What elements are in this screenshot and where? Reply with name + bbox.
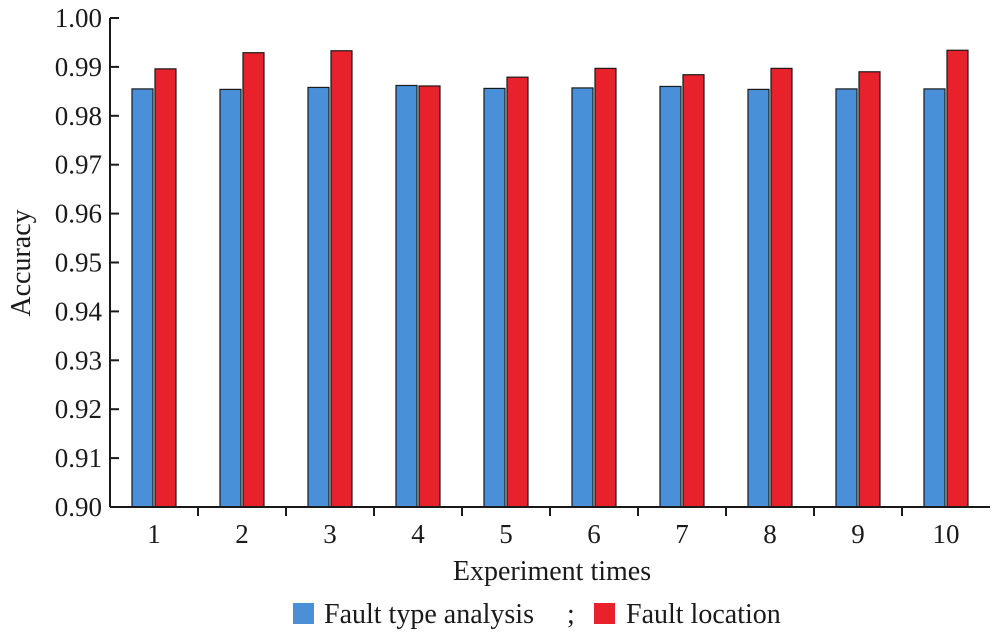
x-tick-label: 5 [499,519,513,549]
legend: Fault type analysis ; Fault location [293,599,781,630]
x-tick-label: 2 [235,519,249,549]
x-tick-label: 7 [675,519,689,549]
bar-fault-type-analysis [131,88,154,508]
y-tick-label: 1.00 [55,3,102,33]
bar-fault-location [154,68,177,508]
bar-fault-location [946,49,969,508]
bar-fault-type-analysis [219,88,242,508]
bar-fault-type-analysis [835,88,858,508]
legend-swatch-fault-type [293,603,314,624]
bar-fault-type-analysis [483,87,506,508]
bar-fault-location [682,74,705,508]
bar-fault-location [242,52,265,508]
legend-label-fault-type: Fault type analysis [324,599,534,630]
y-ticks-group: 0.90 0.91 0.92 0.93 0.94 0.95 0.96 0.97 0.98 0.99… [55,3,119,522]
y-tick-label: 0.98 [55,101,102,131]
bar-fault-location [594,67,617,508]
legend-label-fault-location: Fault location [626,599,781,630]
bar-fault-type-analysis [923,88,946,508]
y-tick-label: 0.91 [55,443,102,473]
bar-fault-type-analysis [571,87,594,508]
legend-swatch-fault-location [594,603,615,624]
x-tick-label: 8 [763,519,777,549]
x-tick-label: 4 [411,519,425,549]
y-tick-label: 0.95 [55,248,102,278]
x-tick-label: 6 [587,519,601,549]
x-axis-title: Experiment times [453,556,651,587]
x-tick-label: 3 [323,519,337,549]
bar-fault-location [858,71,881,508]
bar-fault-type-analysis [307,86,330,508]
axes-group [109,18,990,508]
x-tick-label: 9 [851,519,865,549]
bar-fault-location [330,50,353,508]
y-tick-label: 0.93 [55,345,102,375]
x-tick-label: 1 [147,519,161,549]
bar-fault-location [770,67,793,508]
y-tick-label: 0.96 [55,199,102,229]
bar-fault-location [418,85,441,508]
y-tick-label: 0.92 [55,394,102,424]
legend-separator: ; [567,599,575,630]
bar-fault-type-analysis [659,85,682,508]
bar-fault-location [506,76,529,508]
bar-fault-type-analysis [747,88,770,508]
x-tick-label: 10 [933,519,960,549]
x-ticks-group: 1 2 3 4 5 6 7 8 9 10 [147,507,960,549]
y-axis-title: Accuracy [6,209,37,316]
y-tick-label: 0.90 [55,492,102,522]
bars-group [131,49,969,508]
bar-fault-type-analysis [395,84,418,508]
y-tick-label: 0.97 [55,150,102,180]
y-tick-label: 0.94 [55,296,103,326]
y-tick-label: 0.99 [55,52,102,82]
